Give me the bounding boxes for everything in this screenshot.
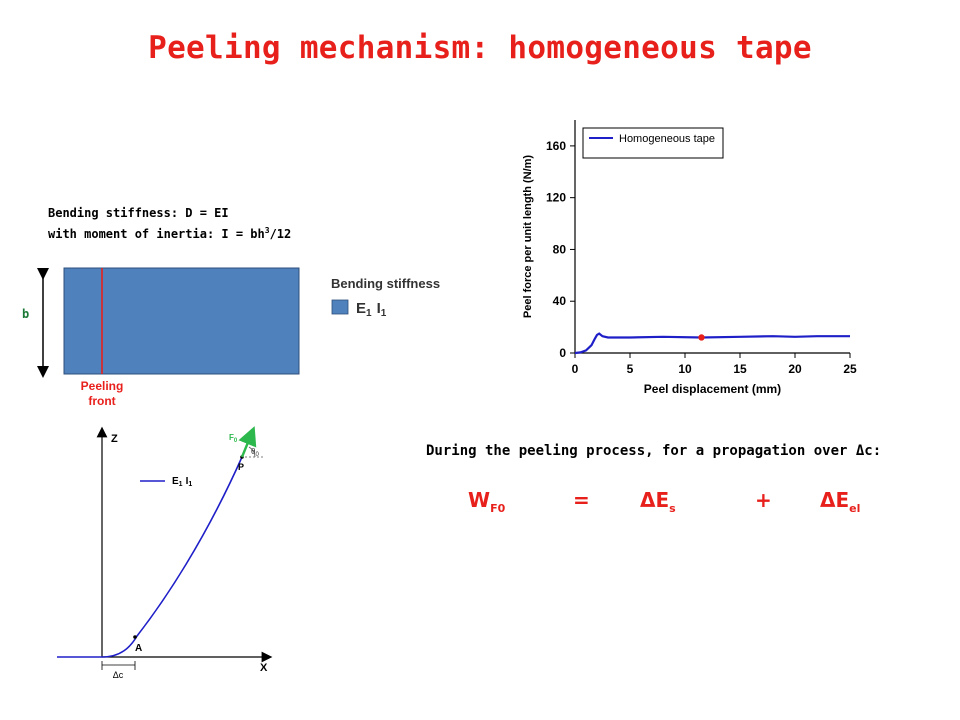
y-tick-label: 120 — [546, 191, 566, 205]
force-label: F0 — [229, 433, 238, 444]
y-tick-label: 80 — [553, 242, 567, 256]
theta-label: θ0 — [251, 447, 259, 458]
x-tick-label: 0 — [572, 362, 579, 376]
x-tick-label: 5 — [627, 362, 634, 376]
force-arrow — [238, 426, 257, 458]
chart-axes: Peel displacement (mm) Peel force per uni… — [522, 120, 850, 396]
bending-stiffness-text: Bending stiffness: D = EI with moment of… — [48, 205, 291, 243]
point-a-label: A — [135, 643, 142, 654]
tape-profile-curve — [57, 456, 243, 658]
stiffness-legend-swatch — [331, 299, 349, 315]
z-axis-label: Z — [111, 433, 118, 445]
width-label: b — [22, 307, 30, 321]
x-axis-label: X — [260, 662, 268, 674]
angle-arc — [248, 446, 256, 458]
elastic-energy-term: ΔEel — [820, 488, 861, 515]
highlight-marker — [698, 334, 705, 341]
chart-ticks: 0 5 10 15 20 25 0 40 80 120 160 — [546, 139, 857, 376]
x-tick-label: 10 — [678, 362, 692, 376]
y-tick-label: 40 — [553, 294, 567, 308]
peel-force-chart: Peel displacement (mm) Peel force per uni… — [522, 120, 857, 396]
slide-title: Peeling mechanism: homogeneous tape — [148, 30, 812, 66]
delta-c-label: Δc — [113, 670, 124, 680]
stiffness-legend-label: E1 I1 — [356, 300, 387, 319]
peeling-front-label-2: front — [88, 394, 115, 408]
bending-stiffness-formula: Bending stiffness: D = EI — [48, 206, 229, 220]
point-a-marker — [133, 635, 137, 639]
y-tick-label: 160 — [546, 139, 566, 153]
series-line-homogeneous-tape — [574, 332, 850, 355]
tape-rectangle — [63, 267, 300, 375]
stiffness-legend-title: Bending stiffness — [331, 276, 440, 291]
x-tick-label: 20 — [788, 362, 802, 376]
surface-energy-term: ΔEs — [640, 488, 676, 515]
x-tick-label: 25 — [843, 362, 857, 376]
y-axis-title: Peel force per unit length (N/m) — [522, 155, 534, 319]
x-axis-title: Peel displacement (mm) — [644, 382, 781, 396]
y-tick-label: 0 — [559, 346, 566, 360]
chart-legend: Homogeneous tape — [582, 127, 724, 159]
plus-sign: + — [755, 488, 772, 512]
tape-schematic: Peeling front Bending stiffness E1 I1 — [37, 267, 440, 408]
legend-label: Homogeneous tape — [619, 133, 715, 145]
chart-series — [574, 332, 850, 355]
x-tick-label: 15 — [733, 362, 747, 376]
equals-sign: = — [573, 488, 590, 512]
peeling-front-label-1: Peeling — [81, 379, 124, 393]
legend-box — [582, 127, 724, 159]
moment-of-inertia-formula: with moment of inertia: I = bh3/12 — [48, 226, 292, 241]
work-term: WF0 — [468, 488, 506, 515]
diagram-legend-label: E1 I1 — [172, 476, 192, 488]
propagation-statement: During the peeling process, for a propag… — [426, 443, 882, 459]
peeling-geometry-diagram: Z X A P F0 θ0 E1 I1 Δc — [57, 426, 273, 680]
point-p-label: P — [238, 462, 244, 472]
